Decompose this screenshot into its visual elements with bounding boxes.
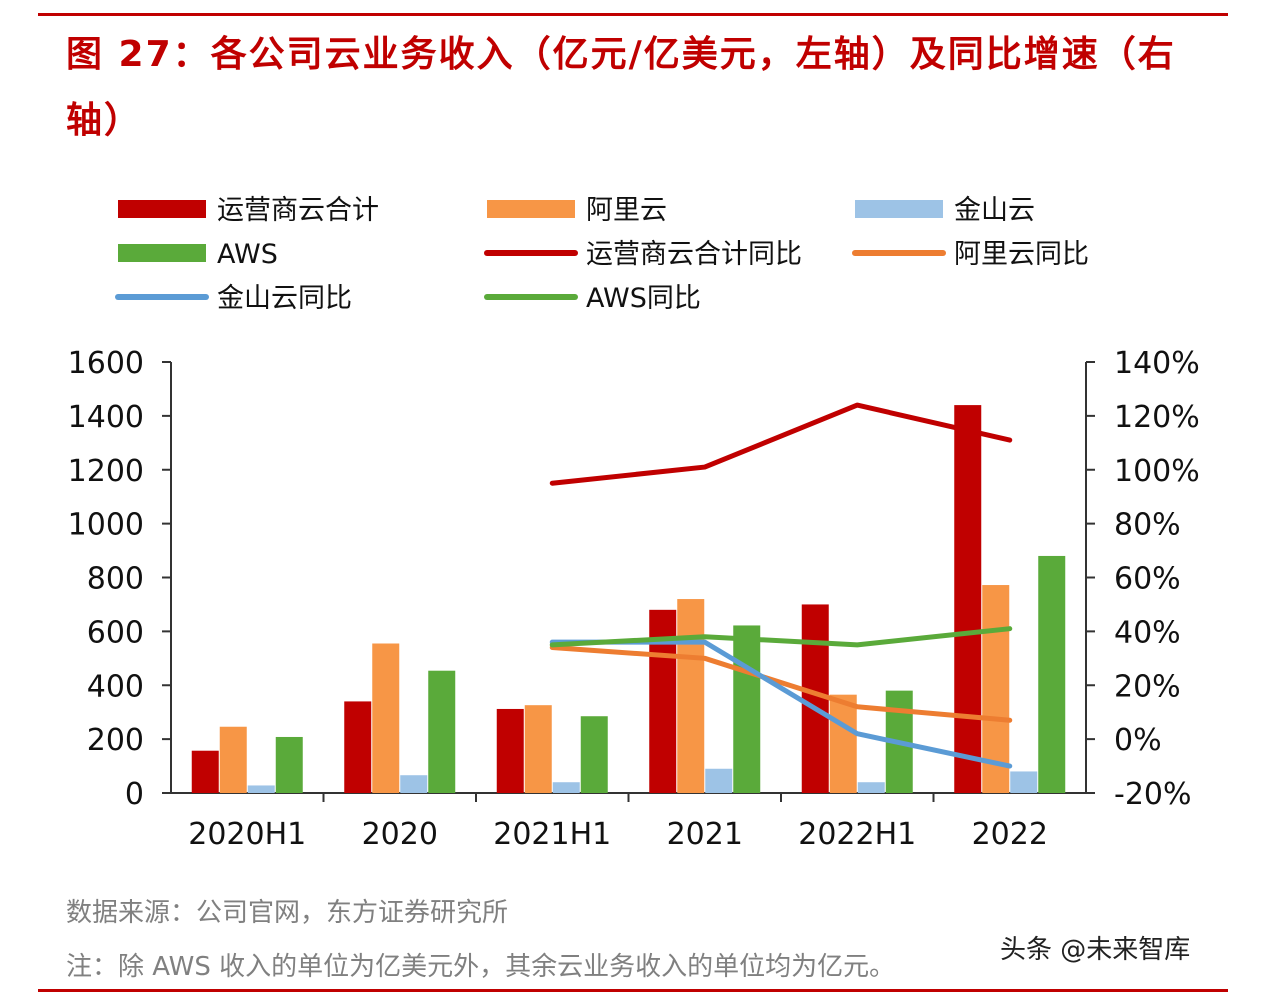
legend-label: 阿里云 bbox=[586, 195, 667, 226]
legend-swatch bbox=[855, 200, 943, 218]
bar bbox=[1010, 771, 1038, 793]
bar bbox=[552, 782, 580, 793]
right-tick-label: 40% bbox=[1114, 615, 1181, 650]
left-tick-label: 0 bbox=[125, 777, 144, 812]
bottom-rule bbox=[38, 989, 1228, 992]
bar bbox=[428, 670, 456, 793]
bar bbox=[954, 405, 982, 793]
left-tick-label: 1600 bbox=[68, 346, 144, 381]
bar bbox=[191, 750, 219, 793]
left-tick-label: 1400 bbox=[68, 400, 144, 435]
bar bbox=[829, 694, 857, 793]
legend-label: 运营商云合计 bbox=[217, 195, 379, 226]
right-tick-label: 60% bbox=[1114, 562, 1181, 597]
x-tick-label: 2021H1 bbox=[493, 817, 611, 852]
x-tick-label: 2020 bbox=[362, 817, 438, 852]
left-tick-label: 1000 bbox=[68, 508, 144, 543]
legend-swatch bbox=[118, 200, 206, 218]
bar bbox=[524, 705, 552, 793]
source-note: 数据来源：公司官网，东方证券研究所 bbox=[66, 898, 509, 928]
bar bbox=[580, 716, 608, 793]
footnote: 注：除 AWS 收入的单位为亿美元外，其余云业务收入的单位均为亿元。 bbox=[66, 952, 896, 982]
series-line bbox=[549, 402, 1013, 486]
bar bbox=[247, 785, 275, 793]
legend-label: 金山云 bbox=[954, 195, 1035, 226]
right-tick-label: 120% bbox=[1114, 400, 1200, 435]
bar bbox=[733, 625, 761, 793]
left-tick-label: 400 bbox=[87, 669, 144, 704]
right-tick-label: 100% bbox=[1114, 454, 1200, 489]
x-tick-label: 2020H1 bbox=[188, 817, 306, 852]
right-tick-label: 20% bbox=[1114, 669, 1181, 704]
right-tick-label: 0% bbox=[1114, 723, 1162, 758]
x-tick-label: 2022H1 bbox=[798, 817, 916, 852]
legend-label: AWS同比 bbox=[586, 283, 701, 314]
bar bbox=[496, 708, 524, 793]
watermark: 头条 @未来智库 bbox=[1000, 935, 1191, 965]
bar bbox=[982, 585, 1010, 793]
x-tick-label: 2022 bbox=[972, 817, 1048, 852]
series-line bbox=[549, 639, 1013, 769]
legend-label: 金山云同比 bbox=[217, 283, 352, 314]
series-line bbox=[549, 626, 1013, 648]
bar bbox=[857, 782, 885, 793]
top-rule bbox=[38, 13, 1228, 16]
legend-label: 阿里云同比 bbox=[954, 239, 1089, 270]
legend-swatch bbox=[487, 200, 575, 218]
right-tick-label: 140% bbox=[1114, 346, 1200, 381]
left-tick-label: 600 bbox=[87, 615, 144, 650]
bar bbox=[1038, 555, 1066, 793]
bar bbox=[400, 775, 428, 793]
bar bbox=[705, 768, 733, 793]
figure-title: 图 27：各公司云业务收入（亿元/亿美元，左轴）及同比增速（右轴） bbox=[66, 34, 1176, 141]
bar bbox=[677, 599, 705, 793]
left-tick-label: 1200 bbox=[68, 454, 144, 489]
bar bbox=[275, 736, 303, 793]
series-line bbox=[549, 645, 1013, 723]
right-tick-label: -20% bbox=[1114, 777, 1192, 812]
legend-swatch bbox=[118, 244, 206, 262]
bar bbox=[372, 643, 400, 793]
bar bbox=[344, 701, 372, 793]
left-tick-label: 800 bbox=[87, 562, 144, 597]
x-tick-label: 2021 bbox=[667, 817, 743, 852]
legend-label: 运营商云合计同比 bbox=[586, 239, 802, 270]
legend-label: AWS bbox=[217, 239, 278, 270]
bar bbox=[219, 726, 247, 793]
left-tick-label: 200 bbox=[87, 723, 144, 758]
right-tick-label: 80% bbox=[1114, 508, 1181, 543]
